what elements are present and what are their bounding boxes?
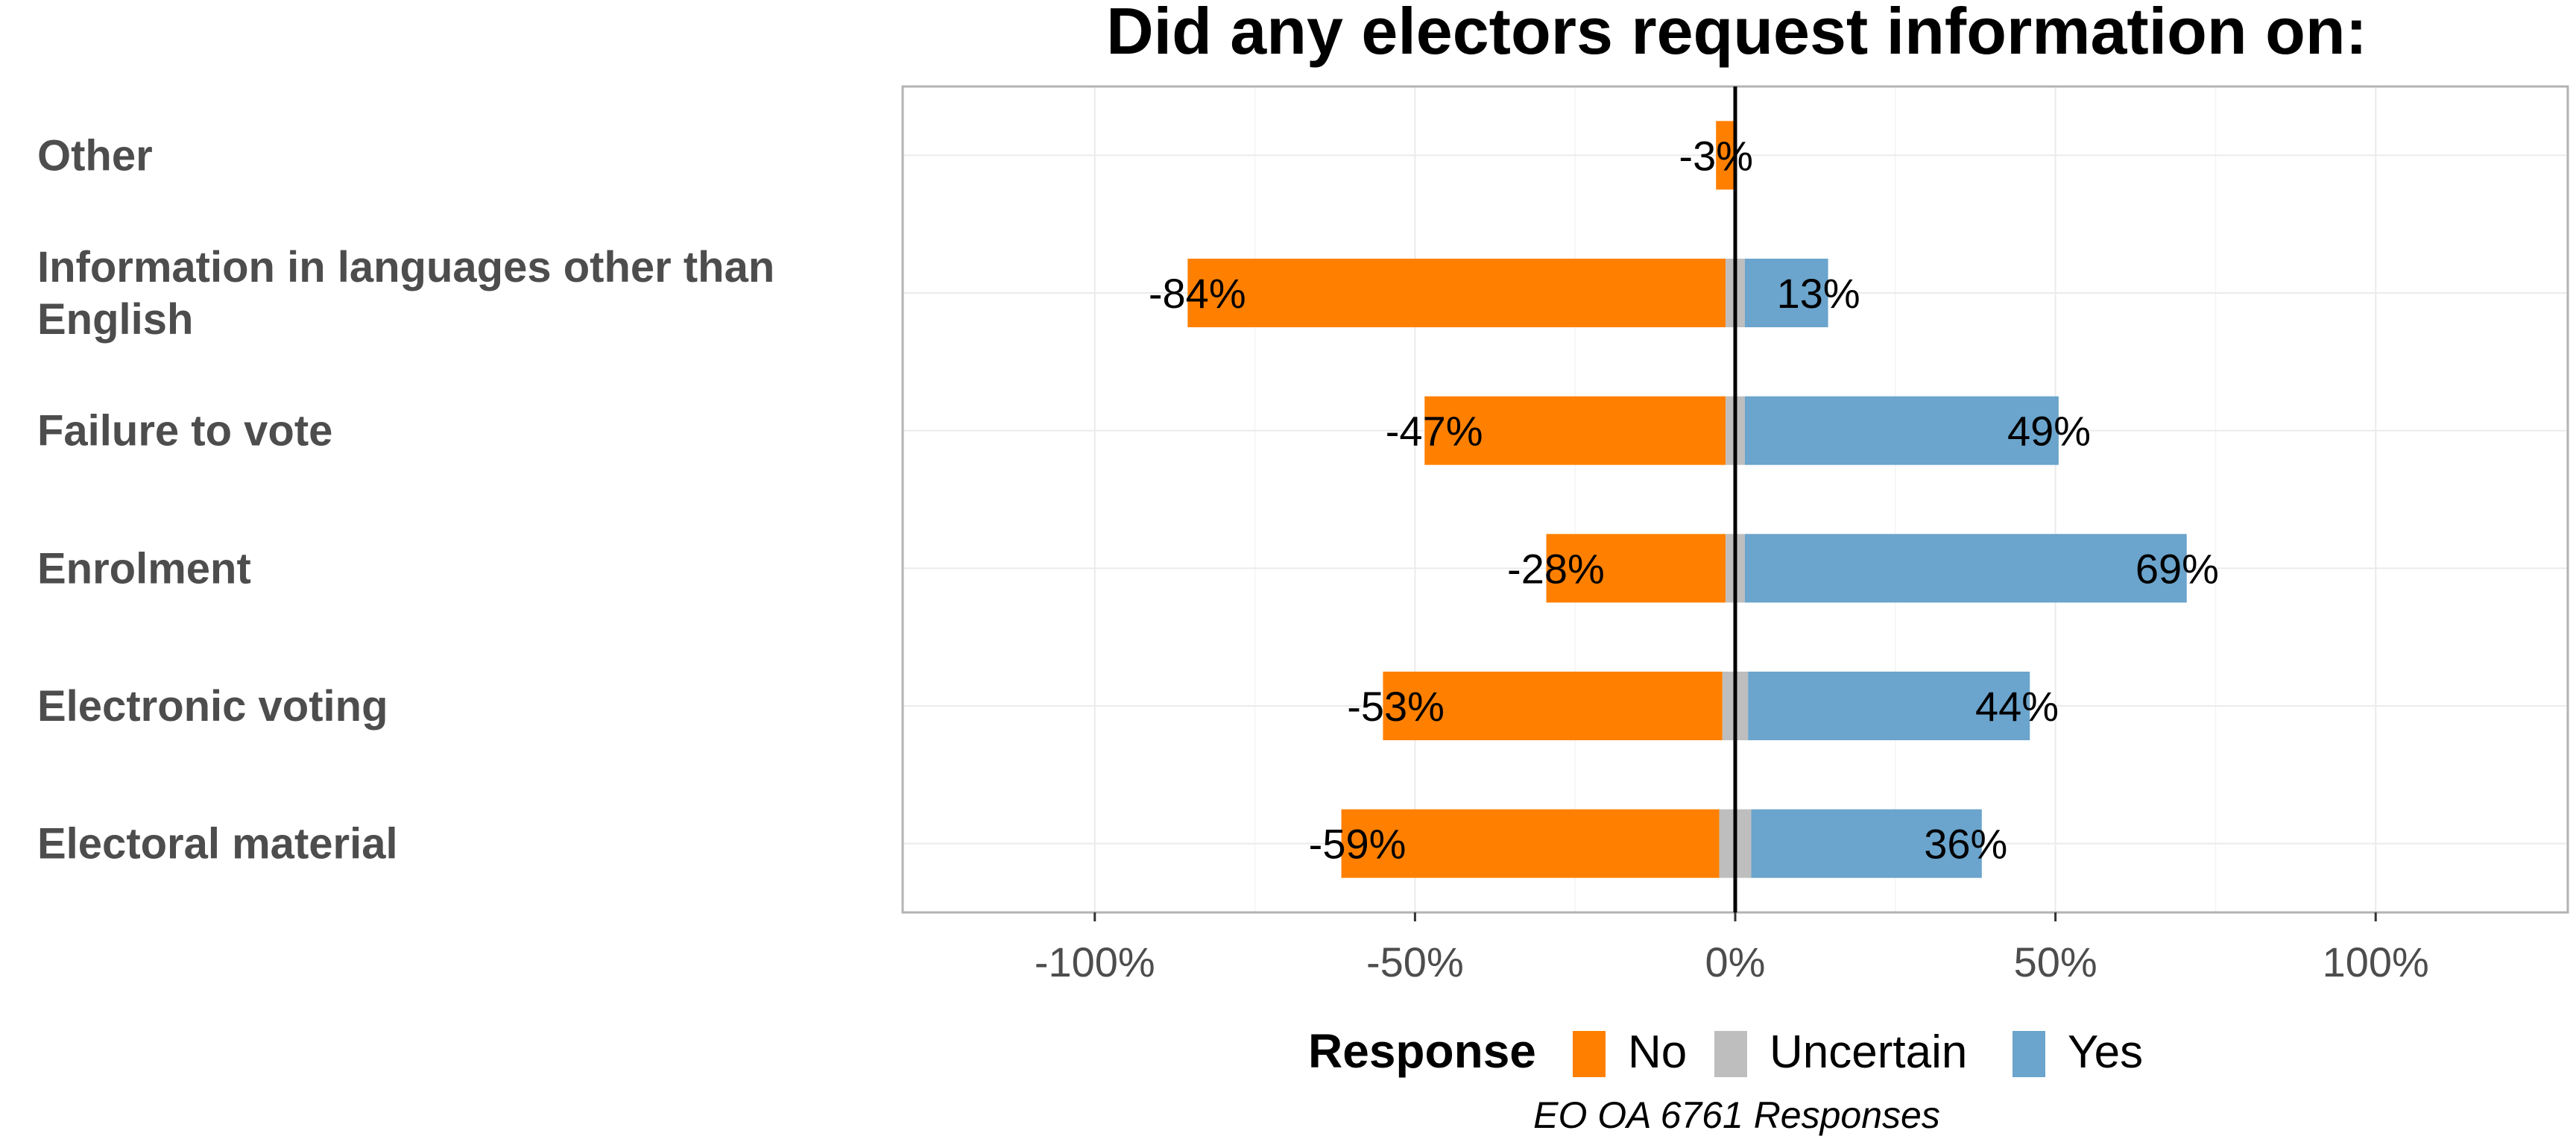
category-label: Electoral material	[37, 820, 398, 868]
category-label: Enrolment	[37, 544, 251, 593]
data-label-yes: 44%	[1975, 683, 2059, 730]
bar-no	[1424, 396, 1726, 465]
legend-label: Yes	[2068, 1026, 2143, 1078]
bar-yes	[1744, 396, 2059, 465]
category-label-line: Electoral material	[37, 820, 398, 868]
bar-yes	[1744, 534, 2187, 603]
category-label-line: Other	[37, 131, 153, 180]
data-label-no: -84%	[1149, 270, 1246, 317]
x-tick-label: -50%	[1366, 939, 1464, 985]
category-label-line: Failure to vote	[37, 407, 332, 455]
category-label-line: Enrolment	[37, 544, 251, 593]
data-label-no: -53%	[1347, 683, 1445, 730]
category-label: Other	[37, 131, 153, 180]
data-label-no: -28%	[1507, 545, 1605, 592]
bar-yes	[1751, 809, 1982, 878]
legend-label: No	[1628, 1026, 1687, 1078]
x-tick-label: -100%	[1035, 939, 1155, 985]
legend-swatch-no	[1573, 1031, 1606, 1077]
bar-yes	[1744, 259, 1828, 327]
bars	[1187, 121, 2187, 878]
category-label-line: English	[37, 295, 193, 344]
data-labels: -3% -84% 13% -47% 49% -28% 69% -53% 44% -59% 36%	[1149, 132, 2219, 867]
bar-no	[1187, 259, 1726, 327]
legend-title: Response	[1308, 1024, 1536, 1078]
category-label: Failure to vote	[37, 407, 332, 455]
x-tick-label: 100%	[2323, 939, 2429, 985]
legend: Response No Uncertain Yes	[1308, 1024, 2143, 1078]
data-label-yes: 13%	[1777, 270, 1860, 317]
bar-no	[1716, 121, 1735, 190]
category-label-line: Electronic voting	[37, 682, 388, 731]
category-label: Electronic voting	[37, 682, 388, 731]
legend-swatch-yes	[2012, 1031, 2045, 1077]
data-label-yes: 49%	[2007, 408, 2091, 455]
bar-no	[1383, 672, 1723, 740]
data-label-no: -59%	[1309, 821, 1407, 868]
bar-yes	[1748, 672, 2030, 740]
category-label-line: Information in languages other than	[37, 243, 774, 291]
data-label-no: -47%	[1386, 408, 1483, 455]
chart-title: Did any electors request information on:	[1106, 0, 2367, 68]
x-tick-label: 50%	[2014, 939, 2097, 985]
bar-no	[1341, 809, 1720, 878]
x-axis-ticks: -100% -50% 0% 50% 100%	[1035, 912, 2429, 985]
x-tick-label: 0%	[1705, 939, 1766, 985]
legend-label: Uncertain	[1770, 1026, 1967, 1078]
data-label-yes: 69%	[2135, 545, 2219, 592]
category-label: Information in languages other than Engli…	[37, 243, 774, 344]
data-label-no: -3%	[1679, 132, 1753, 179]
caption: EO OA 6761 Responses	[1533, 1094, 1940, 1136]
category-labels: Other Information in languages other than…	[37, 131, 774, 868]
legend-swatch-uncertain	[1714, 1031, 1747, 1077]
bar-no	[1546, 534, 1726, 603]
data-label-yes: 36%	[1924, 821, 2007, 868]
